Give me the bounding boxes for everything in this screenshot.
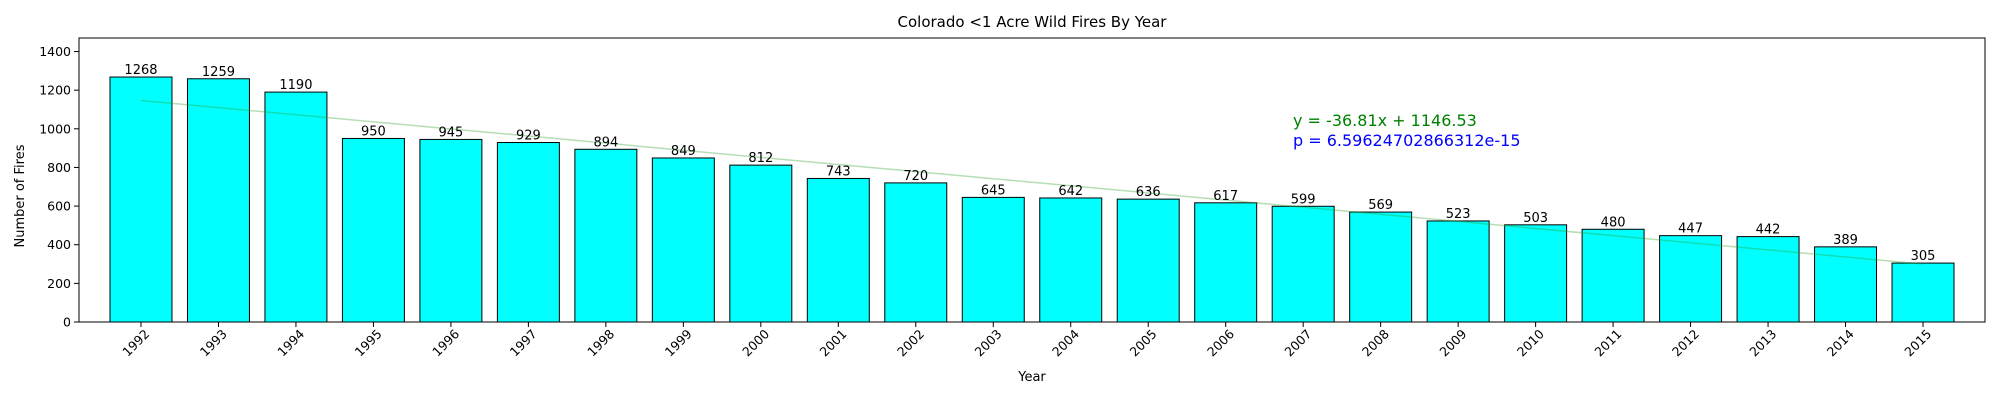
x-tick-label: 2005	[1126, 326, 1159, 359]
x-tick-label: 1995	[352, 326, 385, 359]
y-tick-label: 800	[47, 160, 71, 175]
x-tick-label: 1997	[507, 326, 540, 359]
bar	[1581, 228, 1645, 323]
x-tick-label: 2012	[1669, 326, 1702, 359]
bar-value-label: 523	[1446, 207, 1471, 222]
bar-value-label: 849	[671, 144, 696, 159]
bar-value-label: 945	[438, 125, 463, 140]
x-tick-label: 2015	[1901, 326, 1934, 359]
bar-value-label: 480	[1601, 215, 1626, 230]
x-tick-label: 2006	[1204, 326, 1237, 359]
bar-value-label: 645	[981, 183, 1006, 198]
bar-value-label: 929	[516, 129, 541, 144]
chart-title: Colorado <1 Acre Wild Fires By Year	[898, 13, 1168, 31]
x-tick-label: 2002	[894, 326, 927, 359]
bar-value-label: 812	[748, 151, 773, 166]
bar	[264, 91, 328, 323]
x-tick-label: 2014	[1824, 326, 1857, 359]
bar-value-label: 720	[903, 169, 928, 184]
y-tick-label: 1400	[39, 44, 71, 59]
x-tick-label: 2008	[1359, 326, 1392, 359]
bar	[186, 78, 250, 323]
bar	[651, 157, 715, 323]
bar	[1039, 197, 1103, 323]
x-tick-label: 2007	[1281, 326, 1314, 359]
bar	[1426, 220, 1490, 323]
x-tick-label: 1992	[119, 326, 152, 359]
x-tick-label: 2000	[739, 326, 772, 359]
bar	[1504, 224, 1568, 323]
x-tick-label: 2011	[1591, 326, 1624, 359]
bar	[729, 164, 793, 323]
plot-frame	[78, 37, 1986, 323]
x-tick-label: 2013	[1746, 326, 1779, 359]
bar	[1349, 211, 1413, 323]
y-tick-label: 1000	[39, 121, 71, 136]
bar	[496, 142, 560, 323]
bar-value-label: 569	[1368, 198, 1393, 213]
bar	[1194, 202, 1258, 323]
bar-value-label: 894	[593, 135, 618, 150]
p-value-annotation: p = 6.59624702866312e-15	[1293, 131, 1521, 150]
bar-value-label: 389	[1833, 233, 1858, 248]
bar	[884, 182, 948, 323]
y-tick-label: 0	[63, 315, 71, 330]
bar	[961, 196, 1025, 323]
x-tick-label: 2004	[1049, 326, 1082, 359]
bar-value-label: 1259	[202, 65, 235, 80]
bar	[1736, 236, 1800, 323]
bar-value-label: 642	[1058, 184, 1083, 199]
bar-value-label: 743	[826, 164, 851, 179]
bar-value-label: 305	[1911, 249, 1936, 264]
bar-value-labels: 1268 1259 1190 950 945 929 894 849 812 743 720 645 6…	[124, 63, 1935, 264]
y-tick-label: 1200	[39, 83, 71, 98]
x-tick-label: 1996	[429, 326, 462, 359]
y-tick-label: 200	[47, 276, 71, 291]
bar-value-label: 1190	[279, 78, 312, 93]
bar	[341, 137, 405, 323]
bar	[419, 138, 483, 323]
x-tick-label: 1993	[197, 326, 230, 359]
x-tick-label: 1999	[662, 326, 695, 359]
bar	[1891, 262, 1955, 323]
bar	[1116, 198, 1180, 323]
bar-value-label: 636	[1136, 185, 1161, 200]
x-axis-label: Year	[1017, 370, 1046, 385]
bar	[806, 177, 870, 323]
bar-value-label: 503	[1523, 211, 1548, 226]
y-tick-label: 600	[47, 199, 71, 214]
x-tick-label: 2003	[972, 326, 1005, 359]
bar-value-label: 599	[1291, 192, 1316, 207]
bar	[574, 148, 638, 323]
bar-value-label: 950	[361, 124, 386, 139]
bar-value-label: 617	[1213, 189, 1238, 204]
bar	[1271, 205, 1335, 323]
trendline	[140, 99, 1924, 265]
bar	[109, 76, 173, 323]
x-tick-label: 1998	[584, 326, 617, 359]
bar	[1814, 246, 1878, 323]
bar	[1659, 235, 1723, 323]
trendline-equation: y = -36.81x + 1146.53	[1293, 111, 1477, 130]
bar-value-label: 442	[1756, 223, 1781, 238]
x-tick-label: 2009	[1436, 326, 1469, 359]
x-tick-label: 1994	[274, 326, 307, 359]
x-tick-label: 2001	[817, 326, 850, 359]
x-tick-label: 2010	[1514, 326, 1547, 359]
y-axis-label: Number of Fires	[13, 144, 28, 247]
bar-value-label: 447	[1678, 222, 1703, 237]
bar-value-label: 1268	[124, 63, 157, 78]
y-tick-label: 400	[47, 237, 71, 252]
bars	[109, 76, 1955, 323]
trendline-group	[140, 99, 1924, 265]
